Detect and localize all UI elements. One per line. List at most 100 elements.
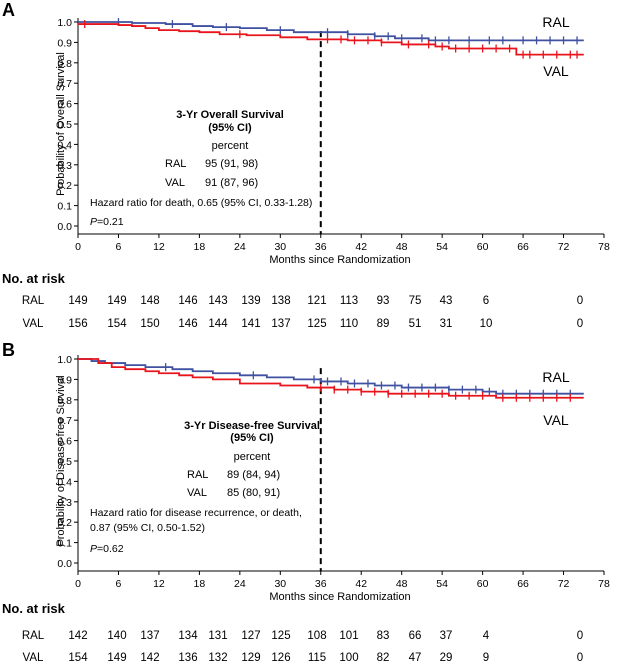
p-value: =0.62 <box>97 543 124 555</box>
x-tick-label: 60 <box>477 241 489 253</box>
y-tick-label: 0.9 <box>57 37 72 49</box>
x-tick-label: 6 <box>116 241 122 253</box>
y-tick-label: 0.6 <box>57 99 72 111</box>
panel-b: B 0.0 0.1 0.2 0.3 0.4 0.5 0.6 0.7 0.8 0.9 1.0 0 6 12 18… <box>2 340 610 664</box>
y-axis-title: Probability of Overall Survival <box>55 52 67 196</box>
risk-row-label: RAL <box>22 295 45 307</box>
risk-count: 140 <box>107 630 126 642</box>
risk-count: 31 <box>440 318 453 330</box>
hazard-ratio-text: Hazard ratio for death, 0.65 (95% CI, 0.… <box>90 197 312 209</box>
risk-count: 82 <box>377 652 390 664</box>
x-tick-label: 0 <box>75 578 81 590</box>
panel-letter: A <box>2 0 15 20</box>
risk-count: 110 <box>340 318 358 330</box>
y-tick-label: 0.0 <box>57 221 72 233</box>
summary-ci-title: (95% CI) <box>208 122 252 134</box>
km-curve-ral <box>78 21 584 42</box>
risk-count: 149 <box>107 652 126 664</box>
y-tick-label: 0.9 <box>57 374 72 386</box>
risk-count: 0 <box>577 630 583 642</box>
risk-count: 47 <box>409 652 422 664</box>
risk-count: 113 <box>340 295 358 307</box>
x-tick-label: 0 <box>75 241 81 253</box>
y-tick-label: 0.1 <box>57 538 72 550</box>
risk-count: 142 <box>140 652 159 664</box>
x-tick-label: 66 <box>517 578 529 590</box>
km-curve-ral <box>78 358 584 395</box>
x-tick-label: 72 <box>558 241 570 253</box>
x-tick-label: 18 <box>194 578 206 590</box>
x-tick-label: 12 <box>153 241 165 253</box>
summary-group: VAL <box>165 177 185 189</box>
risk-count: 125 <box>307 318 326 330</box>
summary-value: 91 (87, 96) <box>205 177 258 189</box>
p-label: P <box>90 216 97 228</box>
x-tick-label: 36 <box>315 241 327 253</box>
panel-a: A0.00.10.20.30.40.50.60.70.80.91.00 6 12 18… <box>2 0 610 330</box>
y-tick-label: 0.0 <box>57 558 72 570</box>
x-tick-label: 66 <box>517 241 529 253</box>
risk-count: 0 <box>577 652 583 664</box>
summary-group: VAL <box>187 487 207 499</box>
risk-count: 139 <box>241 295 260 307</box>
risk-count: 137 <box>140 630 159 642</box>
summary-ci-title: (95% CI) <box>230 432 274 444</box>
series-ral: RAL <box>78 358 584 398</box>
summary-title: 3-Yr Disease-free Survival <box>184 420 320 432</box>
risk-count: 132 <box>208 652 227 664</box>
risk-count: 143 <box>208 295 227 307</box>
risk-count: 10 <box>480 318 493 330</box>
summary-value: 95 (91, 98) <box>205 158 258 170</box>
y-tick-label: 0.5 <box>57 119 72 131</box>
y-tick-label: 1.0 <box>57 354 72 366</box>
x-tick-label: 78 <box>598 241 610 253</box>
risk-count: 115 <box>308 652 326 664</box>
risk-count: 101 <box>339 630 358 642</box>
x-tick-label: 30 <box>274 241 286 253</box>
risk-count: 4 <box>483 630 490 642</box>
risk-count: 156 <box>68 318 87 330</box>
curve-label-val: VAL <box>543 63 569 79</box>
risk-count: 141 <box>241 318 260 330</box>
risk-count: 127 <box>241 630 260 642</box>
x-tick-label: 24 <box>234 241 246 253</box>
x-tick-label: 30 <box>274 578 286 590</box>
risk-row-label: RAL <box>22 630 45 642</box>
risk-count: 100 <box>339 652 358 664</box>
risk-count: 142 <box>68 630 87 642</box>
summary-group: RAL <box>165 158 186 170</box>
summary-title: 3-Yr Overall Survival <box>176 109 284 121</box>
risk-count: 144 <box>208 318 228 330</box>
y-tick-label: 0.7 <box>57 415 72 427</box>
y-tick-label: 0.6 <box>57 436 72 448</box>
x-tick-label: 12 <box>153 578 165 590</box>
risk-count: 138 <box>271 295 290 307</box>
risk-count: 146 <box>178 318 197 330</box>
x-tick-label: 54 <box>436 578 448 590</box>
risk-count: 154 <box>107 318 127 330</box>
risk-count: 6 <box>483 295 489 307</box>
hazard-ratio-text: Hazard ratio for disease recurrence, or … <box>90 507 302 519</box>
risk-table-title: No. at risk <box>2 271 66 286</box>
risk-count: 93 <box>377 295 390 307</box>
risk-count: 29 <box>440 652 453 664</box>
summary-unit: percent <box>212 140 249 152</box>
curve-label-ral: RAL <box>542 369 569 385</box>
risk-count: 146 <box>178 295 197 307</box>
risk-count: 108 <box>307 630 326 642</box>
series-ral: RAL <box>78 14 584 45</box>
risk-count: 0 <box>577 318 583 330</box>
risk-count: 75 <box>409 295 422 307</box>
risk-count: 9 <box>483 652 489 664</box>
summary-unit: percent <box>234 451 271 463</box>
risk-count: 129 <box>241 652 260 664</box>
risk-count: 149 <box>107 295 126 307</box>
x-tick-label: 18 <box>194 241 206 253</box>
y-tick-label: 0.3 <box>57 160 72 172</box>
risk-count: 137 <box>271 318 290 330</box>
y-tick-label: 0.4 <box>57 476 72 488</box>
y-tick-label: 0.4 <box>57 139 72 151</box>
y-tick-label: 0.8 <box>57 58 72 70</box>
x-tick-label: 42 <box>355 241 367 253</box>
x-tick-label: 36 <box>315 578 327 590</box>
